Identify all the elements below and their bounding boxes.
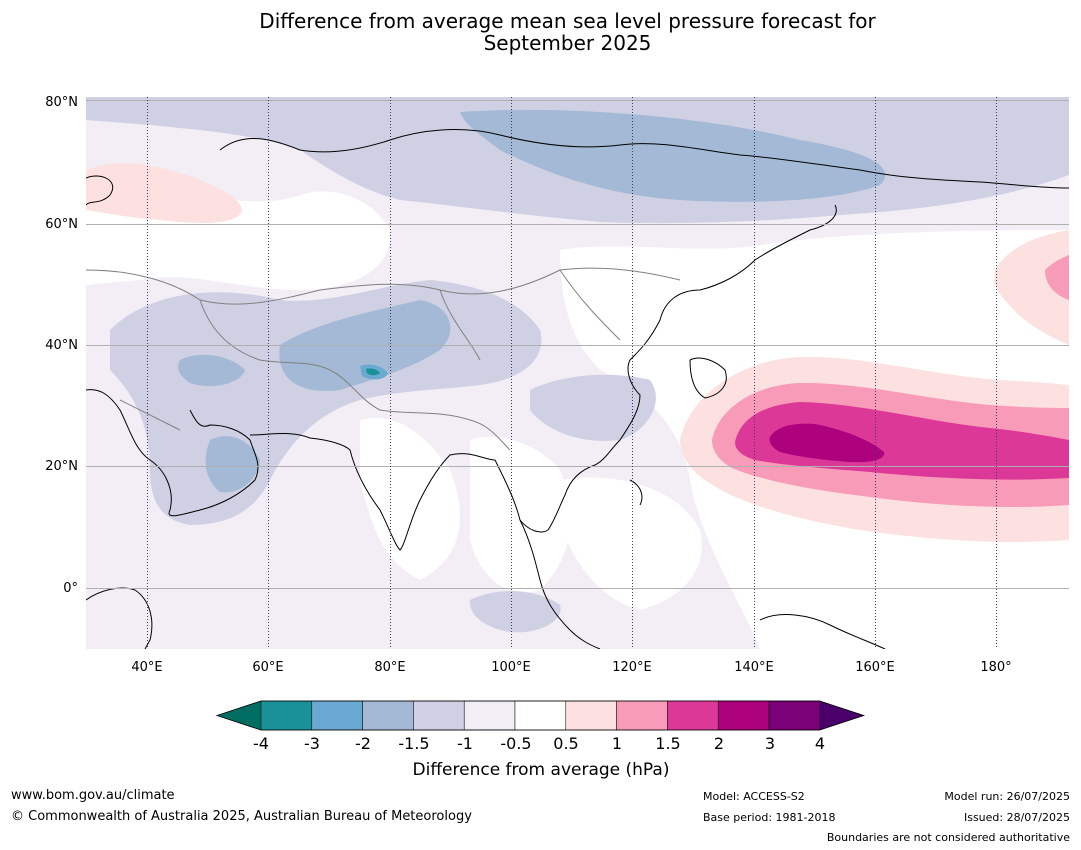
footer-url: www.bom.gov.au/climate: [11, 788, 175, 803]
footer-model-run: Model run: 26/07/2025: [944, 790, 1070, 803]
lat-label-60n: 60°N: [45, 217, 78, 232]
colorbar-tick-9: 2: [713, 734, 725, 753]
coastlines: [86, 129, 1069, 649]
colorbar-segment-8: [616, 700, 668, 731]
title-line-2: September 2025: [483, 31, 652, 55]
colorbar-segment-4: [413, 700, 465, 731]
lon-label-120e: 120°E: [612, 660, 652, 675]
colorbar-tick-11: 4: [814, 734, 826, 753]
lon-label-60e: 60°E: [252, 660, 284, 675]
colorbar-segment-6: [514, 700, 567, 731]
lon-label-180: 180°: [980, 660, 1012, 675]
negative-core-iran: [178, 354, 245, 387]
footer-base-period: Base period: 1981-2018: [703, 811, 836, 824]
colorbar-tick-2: -2: [355, 734, 371, 753]
lon-label-80e: 80°E: [374, 660, 406, 675]
lat-label-20n: 20°N: [45, 459, 78, 474]
positive-region-pacific-strong: [735, 402, 1069, 480]
lat-label-40n: 40°N: [45, 338, 78, 353]
colorbar-label: Difference from average (hPa): [412, 760, 670, 780]
colorbar-segments: [215, 700, 866, 731]
positive-region-bering-outer: [994, 230, 1069, 345]
graticule: [86, 97, 1069, 649]
lon-label-40e: 40°E: [131, 660, 163, 675]
negative-peak-tibet-core: [366, 368, 380, 376]
chart-title: Difference from average mean sea level p…: [0, 10, 1081, 54]
anomaly-field: [86, 97, 1069, 649]
neutral-region-south: [560, 477, 702, 610]
colorbar-tick-3: -1.5: [398, 734, 430, 753]
colorbar-segment-5: [463, 700, 516, 731]
colorbar-segment-9: [667, 700, 719, 731]
colorbar-arrow-low: [217, 701, 261, 730]
political-boundaries: [86, 267, 681, 451]
colorbar-tick-5: -0.5: [500, 734, 532, 753]
colorbar-tick-0: -4: [253, 734, 269, 753]
colorbar-arrow-high: [819, 701, 864, 730]
colorbar-segment-11: [768, 700, 821, 731]
positive-region-europe: [86, 163, 242, 223]
lon-label-100e: 100°E: [491, 660, 531, 675]
neutral-region-india: [360, 418, 460, 580]
footer-model: Model: ACCESS-S2: [703, 790, 805, 803]
lon-label-140e: 140°E: [734, 660, 774, 675]
colorbar-segment-3: [362, 700, 414, 731]
lon-label-160e: 160°E: [855, 660, 895, 675]
title-line-1: Difference from average mean sea level p…: [259, 9, 876, 33]
colorbar-segment-1: [260, 700, 313, 731]
colorbar-segment-10: [717, 700, 770, 731]
colorbar-tick-1: -3: [304, 734, 320, 753]
positive-peak-pacific: [769, 423, 885, 463]
positive-region-bering-inner: [1045, 255, 1069, 300]
colorbar-segment-7: [565, 700, 617, 731]
neutral-region-seasia: [470, 436, 571, 593]
footer-issued: Issued: 28/07/2025: [963, 811, 1070, 824]
lat-label-80n: 80°N: [45, 95, 78, 110]
negative-core-arctic: [460, 109, 886, 202]
colorbar-tick-8: 1.5: [655, 734, 681, 753]
footer-disclaimer: Boundaries are not considered authoritat…: [826, 831, 1070, 844]
colorbar-tick-10: 3: [764, 734, 776, 753]
colorbar-tick-4: -1: [457, 734, 473, 753]
colorbar-segment-2: [311, 700, 363, 731]
lat-label-0: 0°: [63, 581, 78, 596]
colorbar-tick-7: 1: [611, 734, 623, 753]
negative-core-arabia: [205, 436, 260, 493]
negative-region-china: [530, 374, 656, 441]
colorbar-outline: [215, 700, 866, 731]
negative-region-indonesia: [469, 590, 561, 633]
colorbar-tick-6: 0.5: [553, 734, 579, 753]
footer-copyright: © Commonwealth of Australia 2025, Austra…: [11, 809, 472, 824]
